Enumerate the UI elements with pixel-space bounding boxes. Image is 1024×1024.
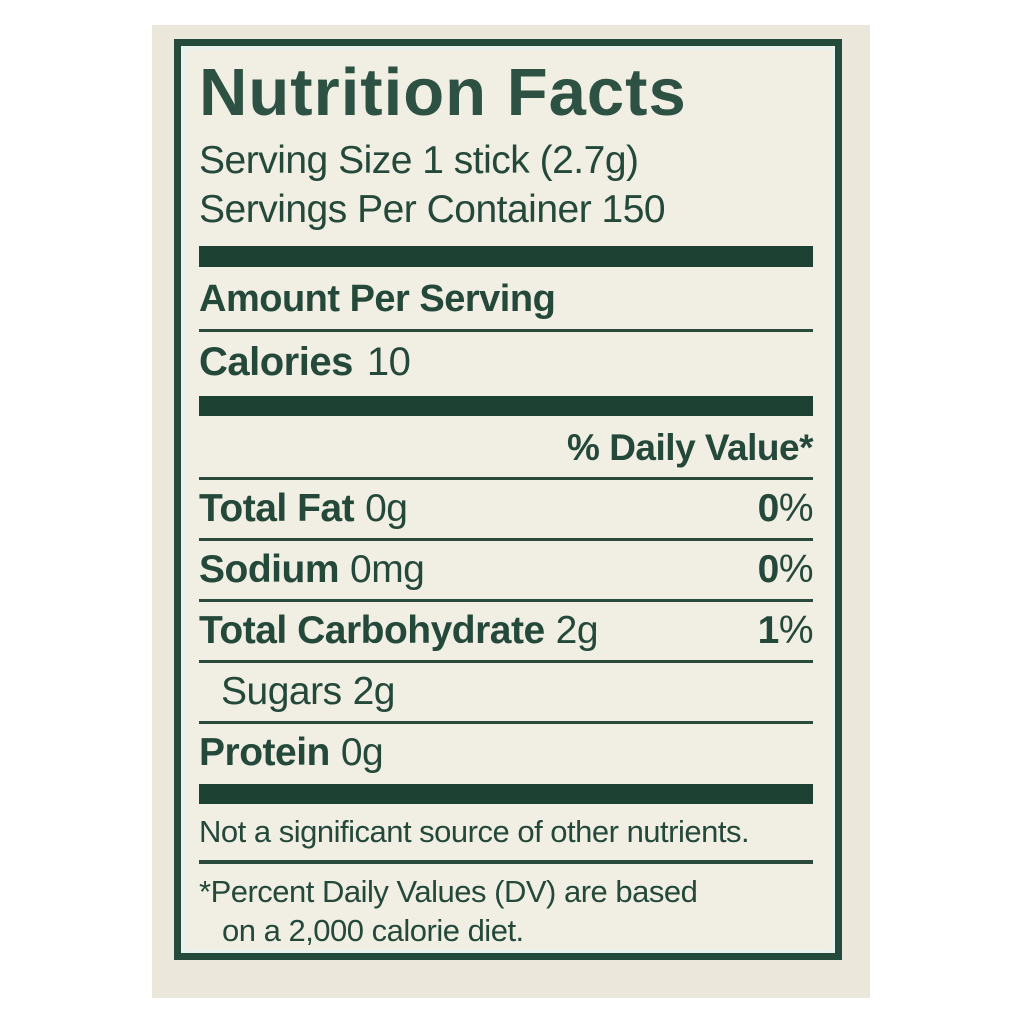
daily-value-footnote: *Percent Daily Values (DV) are based on … xyxy=(199,864,813,950)
medium-divider xyxy=(199,860,813,864)
label-photo-background: Nutrition Facts Serving Size 1 stick (2.… xyxy=(152,25,870,998)
footnote-line-1: *Percent Daily Values (DV) are based xyxy=(199,874,698,909)
nutrient-row-sodium: Sodium 0mg 0% xyxy=(199,541,814,599)
calories-value: 10 xyxy=(366,340,411,384)
nutrient-amount: 0g xyxy=(365,487,408,530)
nutrient-name: Total Fat xyxy=(199,487,355,530)
daily-value-header: % Daily Value* xyxy=(567,427,813,468)
nutrient-row-total-fat: Total Fat 0g 0% xyxy=(199,480,814,538)
nutrient-daily-value: 0% xyxy=(757,487,814,530)
nutrient-amount: 2g xyxy=(555,609,599,652)
nutrient-row-sugars: Sugars 2g xyxy=(199,663,813,721)
nutrient-daily-value: 0% xyxy=(757,548,814,591)
servings-per-container-line: Servings Per Container 150 xyxy=(199,188,666,231)
thin-divider xyxy=(199,721,813,724)
nutrient-amount: 2g xyxy=(352,670,396,713)
nutrients-note: Not a significant source of other nutrie… xyxy=(199,814,750,849)
thin-divider xyxy=(199,660,813,663)
nutrient-name: Sugars xyxy=(221,670,342,713)
thin-divider xyxy=(199,329,813,332)
label-title: Nutrition Facts xyxy=(199,55,687,130)
footnote-line-2: on a 2,000 calorie diet. xyxy=(222,913,524,948)
nutrient-name: Protein xyxy=(199,731,330,774)
thick-divider-bottom xyxy=(199,784,813,804)
nutrient-row-total-carbohydrate: Total Carbohydrate 2g 1% xyxy=(199,602,814,660)
calories-row: Calories 10 xyxy=(199,332,813,396)
thin-divider xyxy=(199,538,813,541)
thick-divider-top xyxy=(199,246,813,267)
label-content: Nutrition Facts Serving Size 1 stick (2.… xyxy=(199,55,814,950)
nutrient-name: Total Carbohydrate xyxy=(199,609,545,652)
nutrient-name: Sodium xyxy=(199,548,340,591)
thin-divider xyxy=(199,477,813,480)
calories-label: Calories xyxy=(199,340,353,384)
nutrient-row-protein: Protein 0g xyxy=(199,724,813,782)
nutrient-daily-value: 1% xyxy=(757,609,814,652)
nutrient-amount: 0g xyxy=(340,731,384,774)
serving-size-line: Serving Size 1 stick (2.7g) xyxy=(199,139,639,182)
thick-divider-middle xyxy=(199,396,813,416)
amount-per-serving-heading: Amount Per Serving xyxy=(199,278,556,320)
nutrient-amount: 0mg xyxy=(350,548,425,591)
nutrition-facts-label: Nutrition Facts Serving Size 1 stick (2.… xyxy=(174,39,842,960)
thin-divider xyxy=(199,599,813,602)
